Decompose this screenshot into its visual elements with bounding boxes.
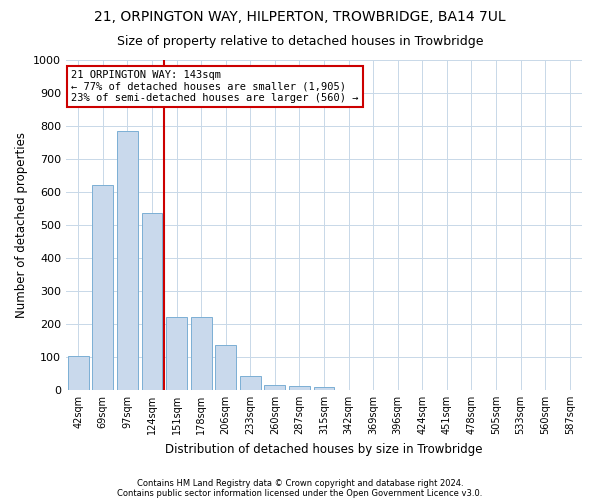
Bar xyxy=(265,385,286,390)
Text: Size of property relative to detached houses in Trowbridge: Size of property relative to detached ho… xyxy=(117,35,483,48)
Text: 21, ORPINGTON WAY, HILPERTON, TROWBRIDGE, BA14 7UL: 21, ORPINGTON WAY, HILPERTON, TROWBRIDGE… xyxy=(94,10,506,24)
Y-axis label: Number of detached properties: Number of detached properties xyxy=(14,132,28,318)
X-axis label: Distribution of detached houses by size in Trowbridge: Distribution of detached houses by size … xyxy=(165,442,483,456)
Bar xyxy=(92,186,113,390)
Bar xyxy=(215,346,236,390)
Bar xyxy=(117,131,138,390)
Bar xyxy=(166,318,187,390)
Text: Contains HM Land Registry data © Crown copyright and database right 2024.: Contains HM Land Registry data © Crown c… xyxy=(137,478,463,488)
Bar xyxy=(191,318,212,390)
Bar xyxy=(289,386,310,390)
Text: 21 ORPINGTON WAY: 143sqm
← 77% of detached houses are smaller (1,905)
23% of sem: 21 ORPINGTON WAY: 143sqm ← 77% of detach… xyxy=(71,70,359,103)
Bar xyxy=(142,214,163,390)
Bar xyxy=(314,386,334,390)
Bar xyxy=(240,376,261,390)
Text: Contains public sector information licensed under the Open Government Licence v3: Contains public sector information licen… xyxy=(118,488,482,498)
Bar xyxy=(68,356,89,390)
